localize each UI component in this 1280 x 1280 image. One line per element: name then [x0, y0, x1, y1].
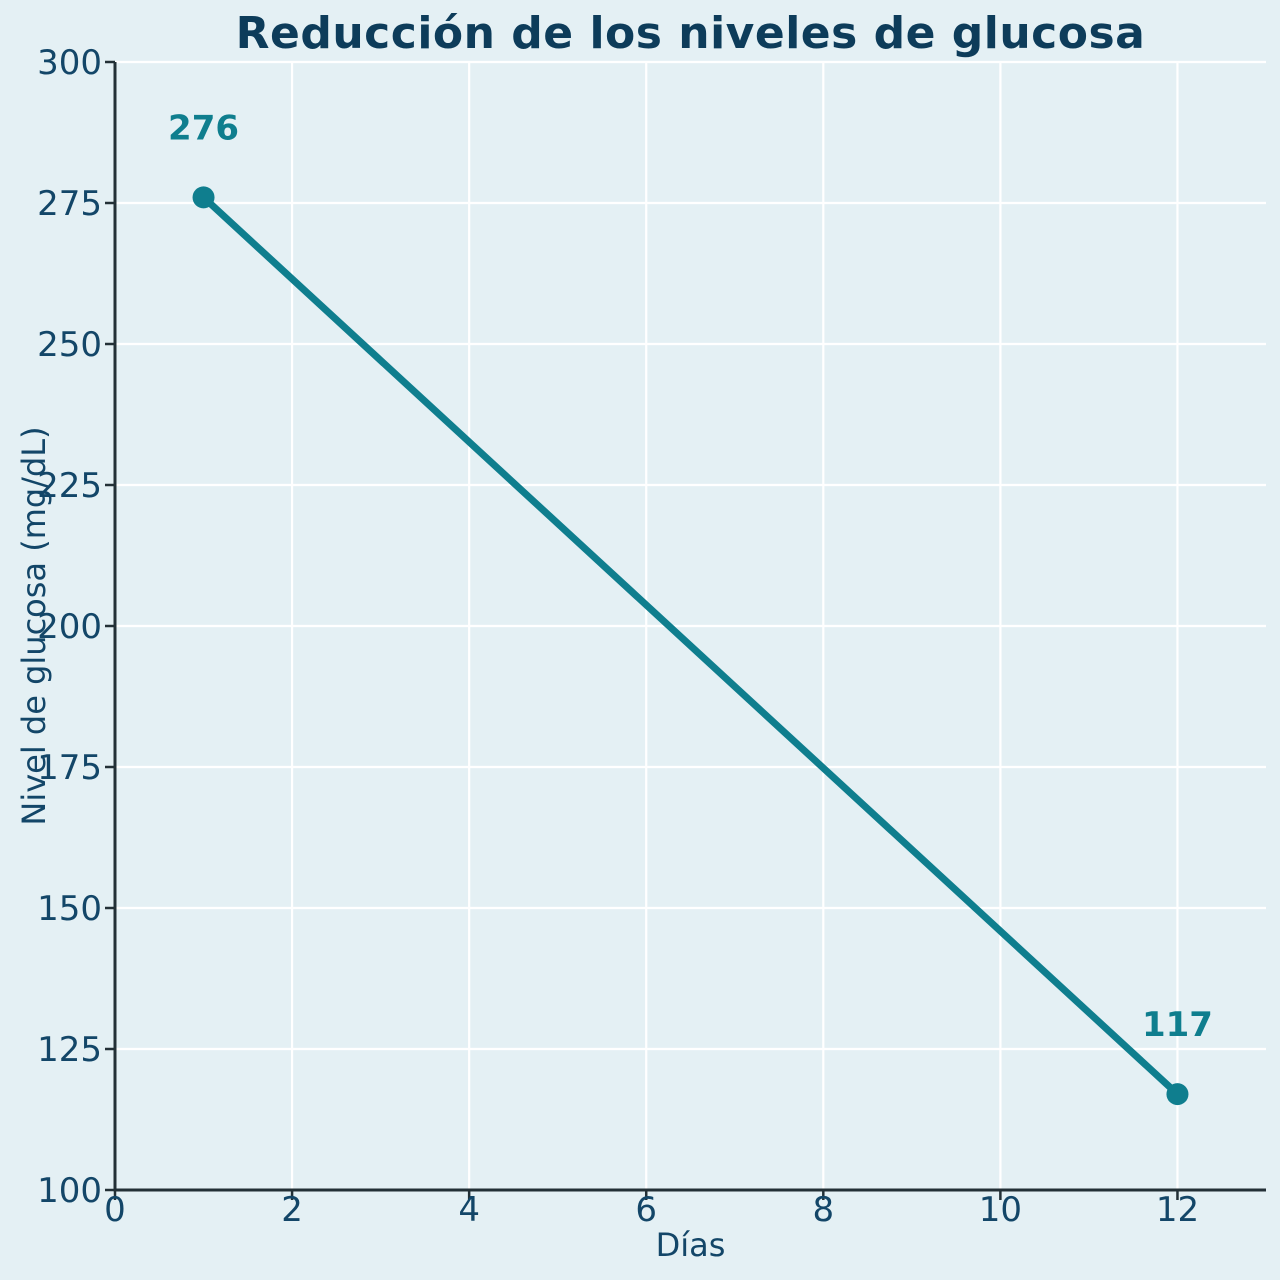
data-point-label: 117 [1142, 1005, 1213, 1045]
data-point-marker [192, 186, 215, 209]
y-tick-label: 225 [37, 466, 102, 506]
y-tick-label: 250 [37, 325, 102, 365]
x-tick-label: 0 [104, 1190, 126, 1230]
x-axis-label: Días [655, 1226, 726, 1264]
series-line [200, 193, 1181, 1098]
y-axis-label: Nivel de glucosa (mg/dL) [15, 426, 53, 826]
x-tick-label: 4 [458, 1190, 480, 1230]
y-tick-label: 275 [37, 184, 102, 224]
y-tick-label: 125 [37, 1030, 102, 1070]
y-tick-label: 300 [37, 43, 102, 83]
x-tick-label: 2 [281, 1190, 303, 1230]
y-tick-label: 175 [37, 748, 102, 788]
y-tick-label: 200 [37, 607, 102, 647]
y-tick-label: 100 [37, 1171, 102, 1211]
chart-title: Reducción de los niveles de glucosa [235, 8, 1146, 59]
data-point-marker [1166, 1083, 1189, 1106]
x-tick-label: 8 [812, 1190, 834, 1230]
x-tick-label: 6 [635, 1190, 657, 1230]
x-tick-label: 10 [979, 1190, 1022, 1230]
x-tick-label: 12 [1156, 1190, 1199, 1230]
y-tick-label: 150 [37, 889, 102, 929]
data-point-label: 276 [168, 108, 239, 148]
